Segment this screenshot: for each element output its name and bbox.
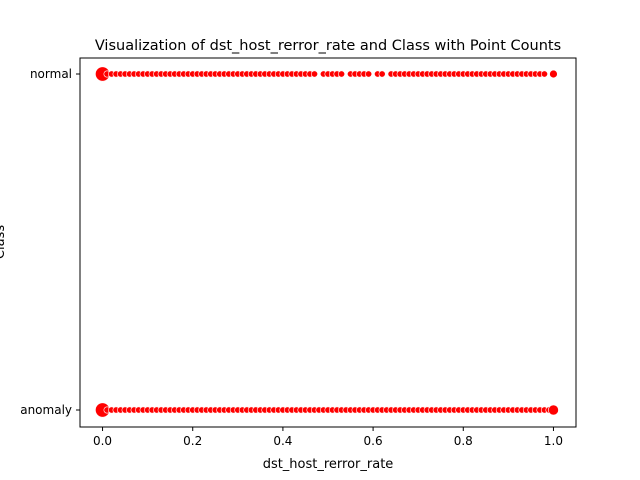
x-tick-label: 0.8: [454, 434, 473, 448]
data-point-normal: [338, 70, 346, 78]
x-axis-label: dst_host_rerror_rate: [263, 457, 394, 472]
data-point-normal: [310, 70, 318, 78]
x-tick-label: 1.0: [544, 434, 563, 448]
x-tick-label: 0.2: [183, 434, 202, 448]
data-point-normal: [365, 70, 373, 78]
plot-frame: [79, 57, 577, 428]
y-axis: normal anomaly: [20, 67, 80, 417]
x-tick-label: 0.6: [364, 434, 383, 448]
chart-title: Visualization of dst_host_rerror_rate an…: [95, 38, 561, 54]
x-axis: 0.0 0.2 0.4 0.6 0.8 1.0: [93, 427, 563, 448]
y-tick-label: anomaly: [20, 403, 72, 417]
data-point-normal: [540, 70, 548, 78]
x-tick-label: 0.4: [273, 434, 292, 448]
x-tick-label: 0.0: [93, 434, 112, 448]
data-points: [95, 66, 559, 418]
y-axis-label: Class: [0, 225, 8, 259]
data-point-normal: [378, 70, 386, 78]
data-point-anomaly: [548, 404, 559, 416]
data-point-normal: [549, 69, 558, 79]
y-tick-label: normal: [30, 67, 72, 81]
